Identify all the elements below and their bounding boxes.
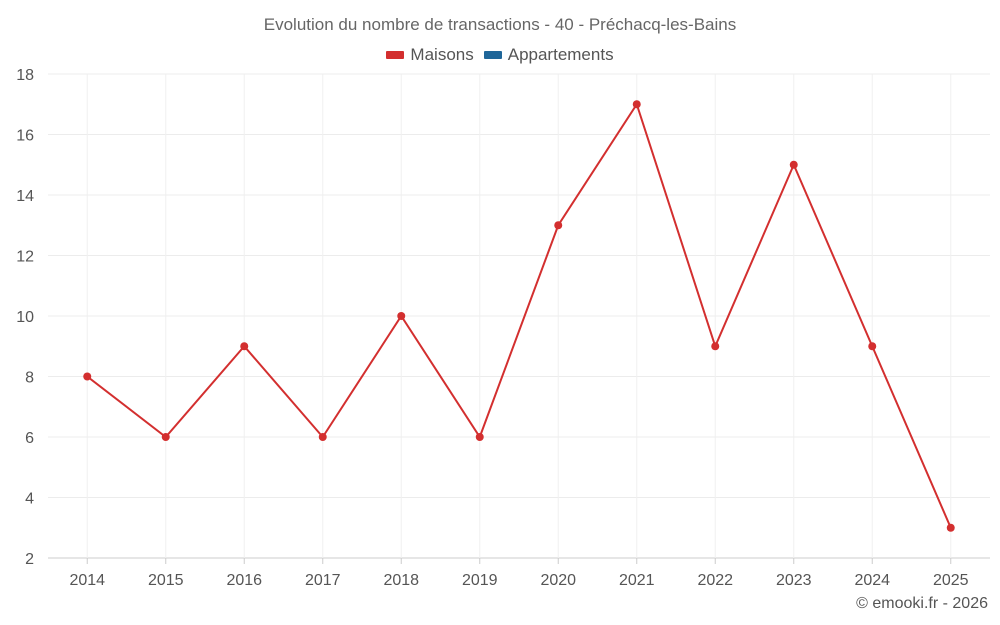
credit-text: © emooki.fr - 2026 — [856, 595, 988, 612]
data-point — [397, 312, 406, 320]
y-tick-label: 16 — [16, 128, 34, 145]
data-point — [161, 433, 170, 441]
x-tick-label: 2023 — [776, 572, 812, 589]
data-point — [946, 523, 955, 532]
x-tick-label: 2019 — [462, 572, 498, 589]
data-point — [475, 433, 484, 441]
y-tick-label: 14 — [16, 188, 34, 205]
y-tick-label: 10 — [16, 309, 34, 326]
data-point — [711, 342, 720, 351]
x-tick-label: 2020 — [540, 572, 576, 589]
legend-label-maisons: Maisons — [410, 45, 474, 64]
data-point — [318, 433, 327, 441]
legend-label-appartements: Appartements — [507, 45, 614, 64]
legend-swatch-maisons — [386, 51, 405, 59]
series-line-maisons — [86, 101, 952, 529]
legend-item-maisons[interactable]: Maisons — [386, 45, 474, 65]
x-tick-label: 2025 — [933, 572, 969, 589]
x-tick-label: 2014 — [69, 572, 105, 589]
y-tick-label: 6 — [25, 430, 34, 447]
y-tick-label: 2 — [25, 551, 34, 568]
y-tick-label: 18 — [16, 67, 34, 84]
x-tick-label: 2022 — [697, 572, 733, 589]
y-tick-label: 12 — [16, 249, 34, 266]
x-tick-label: 2018 — [383, 572, 419, 589]
data-point — [554, 221, 563, 230]
data-point — [83, 372, 92, 381]
data-point — [632, 100, 641, 109]
y-tick-label: 4 — [25, 491, 34, 508]
data-point — [240, 342, 249, 351]
data-point — [789, 160, 798, 169]
data-point — [868, 342, 877, 351]
x-tick-label: 2021 — [619, 572, 655, 589]
legend-item-appartements[interactable]: Appartements — [483, 45, 614, 65]
x-tick-label: 2017 — [305, 572, 341, 589]
x-tick-label: 2015 — [148, 572, 184, 589]
x-tick-label: 2024 — [854, 572, 890, 589]
x-tick-label: 2016 — [226, 572, 262, 589]
legend-swatch-appartements — [483, 51, 502, 59]
chart-title: Evolution du nombre de transactions - 40… — [263, 15, 737, 34]
legend: Maisons Appartements — [0, 45, 1000, 65]
y-tick-label: 8 — [25, 370, 34, 387]
